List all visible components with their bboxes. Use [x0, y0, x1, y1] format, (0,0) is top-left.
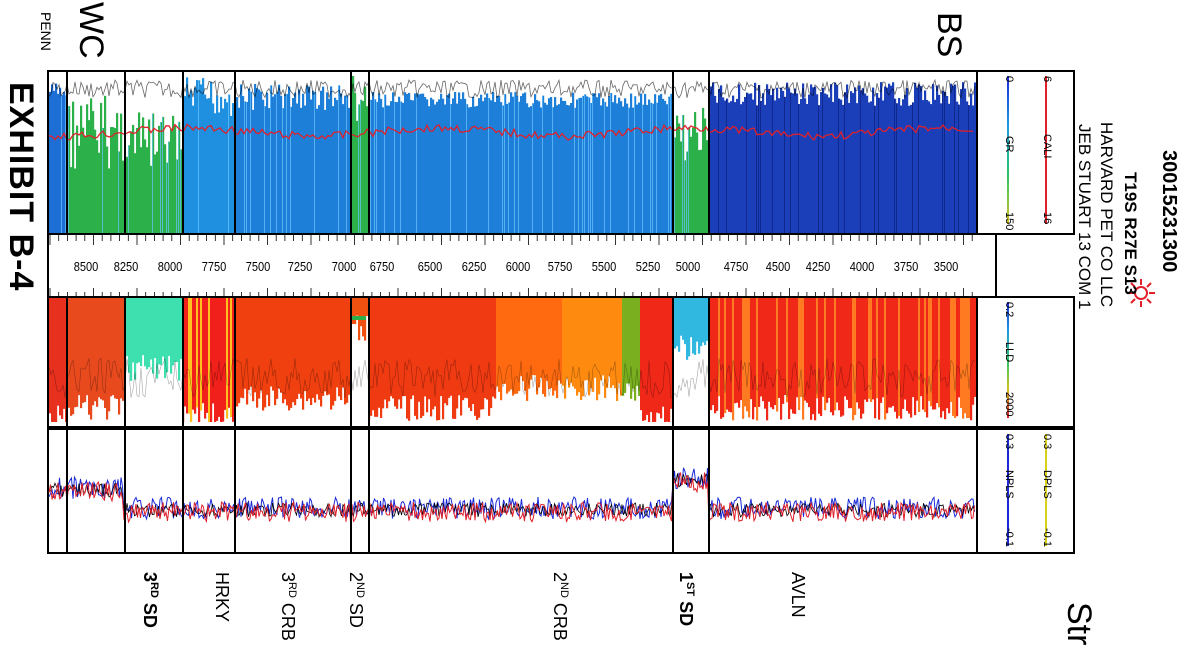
well-name: JEB STUART 13 COM 1 — [1075, 124, 1094, 310]
formation-label: 3RD CRB — [278, 572, 298, 641]
marker — [352, 316, 366, 320]
lld-label: LLD — [1003, 342, 1015, 363]
formation-top-line — [350, 296, 352, 428]
depth-label: 4750 — [723, 259, 749, 274]
exhibit-label: EXHIBIT B-4 — [2, 82, 40, 292]
npls-label: NPLS — [1003, 470, 1015, 499]
formation-top-line — [976, 428, 978, 554]
formation-top-line — [350, 70, 352, 235]
depth-label: 8000 — [157, 259, 183, 274]
depth-track: 8500 8250 8000 7750 7500 7250 7000 6750 6500 6250… — [47, 235, 997, 298]
cali-max: 16 — [1041, 212, 1053, 225]
formation-top-line — [708, 428, 710, 554]
depth-label: 4250 — [805, 259, 831, 274]
formation-top-line — [350, 428, 352, 554]
formation-top-line — [66, 296, 68, 428]
str-label: Str — [1060, 602, 1098, 646]
bs-label: BS — [930, 12, 968, 58]
formation-top-line — [672, 428, 674, 554]
formation-top-line — [976, 296, 978, 428]
porosity-header: 0.3 NPLS -0.1 0.3 DPLS -0.1 — [995, 430, 1073, 552]
depth-label: 5250 — [635, 259, 661, 274]
dpls-min: 0.3 — [1041, 434, 1053, 450]
depth-label: 7000 — [331, 259, 357, 274]
formation-top-line — [368, 296, 370, 428]
npls-min: 0.3 — [1003, 434, 1015, 450]
depth-label: 6000 — [505, 259, 531, 274]
depth-label: 4500 — [765, 259, 791, 274]
formation-label: 3RD SD — [140, 572, 160, 628]
depth-label: 7500 — [245, 259, 271, 274]
formation-top-line — [182, 296, 184, 428]
formation-top-line — [66, 70, 68, 235]
formation-label: HRKY — [212, 572, 232, 623]
well-api: 30015231300 — [1158, 150, 1180, 273]
well-location: T19S R27E S13 — [1121, 172, 1140, 295]
formation-top-line — [708, 296, 710, 428]
dpls-max: -0.1 — [1041, 528, 1053, 547]
formation-label: 2ND CRB — [550, 572, 570, 641]
lld-min: 0.2 — [1003, 302, 1015, 318]
depth-label: 4000 — [849, 259, 875, 274]
lld-track — [47, 296, 1075, 428]
formation-label: 2ND SD — [346, 572, 366, 628]
depth-label: 6750 — [369, 259, 395, 274]
cali-label: CALI — [1041, 134, 1053, 159]
lld-header: 0.2 LLD 2000 — [995, 298, 1073, 426]
porosity-track — [47, 428, 1075, 554]
depth-label: 5000 — [675, 259, 701, 274]
formation-top-line — [124, 296, 126, 428]
formation-top-line — [368, 428, 370, 554]
formation-top-line — [708, 70, 710, 235]
formation-top-line — [368, 70, 370, 235]
depth-label: 6250 — [461, 259, 487, 274]
penn-label: PENN — [38, 12, 54, 51]
npls-max: -0.1 — [1003, 528, 1015, 547]
formation-top-line — [976, 70, 978, 235]
gr-max: 150 — [1003, 212, 1015, 231]
formation-top-line — [124, 70, 126, 235]
formation-top-line — [182, 70, 184, 235]
gr-track — [47, 70, 1075, 235]
formation-top-line — [234, 428, 236, 554]
depth-label: 7750 — [201, 259, 227, 274]
wc-label: WC — [72, 2, 110, 59]
depth-label: 7250 — [287, 259, 313, 274]
depth-label: 8500 — [73, 259, 99, 274]
cali-min: 6 — [1041, 76, 1053, 83]
formation-label: AVLN — [788, 572, 808, 618]
depth-label: 6500 — [417, 259, 443, 274]
depth-label: 5750 — [547, 259, 573, 274]
formation-top-line — [66, 428, 68, 554]
formation-top-line — [672, 296, 674, 428]
formation-top-line — [182, 428, 184, 554]
gas-well-icon — [1126, 278, 1156, 308]
gr-label: GR — [1003, 136, 1015, 153]
formation-top-line — [672, 70, 674, 235]
formation-top-line — [234, 70, 236, 235]
depth-label: 8250 — [113, 259, 139, 274]
depth-label: 5500 — [591, 259, 617, 274]
well-operator: HARVARD PET CO LLC — [1097, 122, 1116, 308]
depth-label: 3500 — [933, 259, 959, 274]
formation-label: 1ST SD — [676, 572, 696, 627]
gr-min: 0 — [1003, 76, 1015, 83]
depth-label: 3750 — [893, 259, 919, 274]
formation-top-line — [124, 428, 126, 554]
formation-top-line — [234, 296, 236, 428]
lld-max: 2000 — [1003, 392, 1015, 417]
gr-header: 0 GR 150 6 CALI 16 — [995, 72, 1073, 233]
dpls-label: DPLS — [1041, 470, 1053, 499]
